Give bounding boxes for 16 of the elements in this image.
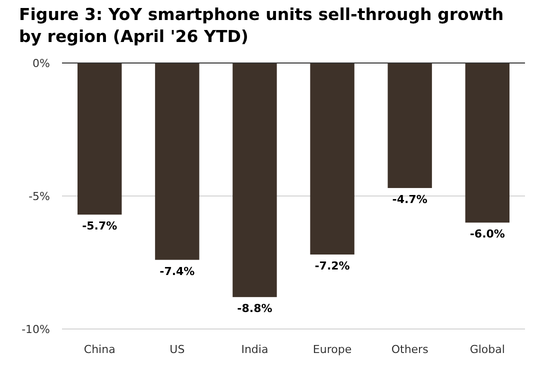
chart-title: Figure 3: YoY smartphone units sell-through growth by region (April '26 YTD) <box>19 5 504 46</box>
x-tick-label: Global <box>470 343 505 356</box>
x-tick-label: US <box>170 343 185 356</box>
x-tick-label: Europe <box>312 343 352 356</box>
x-tick-label: India <box>241 343 268 356</box>
data-label: -7.2% <box>314 260 350 273</box>
y-tick-label: 0% <box>32 56 50 70</box>
data-label: -7.4% <box>160 264 195 278</box>
data-label: -5.7% <box>82 220 118 233</box>
data-label: -6.0% <box>470 228 505 241</box>
x-tick-label: Others <box>391 343 429 356</box>
x-tick-label: China <box>84 343 116 356</box>
data-label: -4.7% <box>392 193 428 206</box>
y-tick-label: -5% <box>28 190 50 203</box>
y-tick-label: -10% <box>22 322 50 336</box>
data-label: -8.8% <box>237 302 272 316</box>
